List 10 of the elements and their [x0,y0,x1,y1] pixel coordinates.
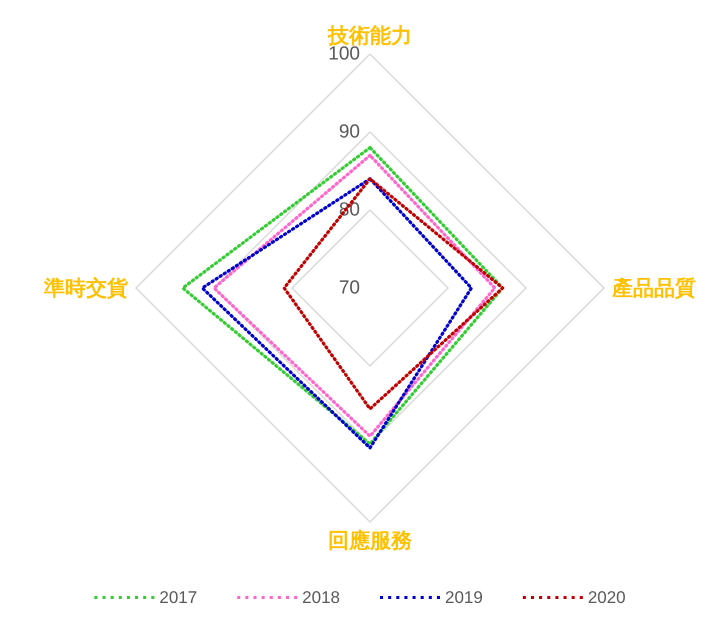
legend-label: 2017 [159,588,198,607]
y-tick-label: 90 [338,122,360,142]
y-tick-label: 70 [338,278,360,298]
spoke-label: 回應服務 [328,528,412,552]
legend-label: 2018 [302,588,340,607]
spoke-label: 產品品質 [611,276,696,300]
legend-label: 2019 [445,588,483,607]
spoke-label: 準時交貨 [43,276,128,300]
spoke-label: 技術能力 [327,24,412,48]
legend-label: 2020 [588,588,626,607]
